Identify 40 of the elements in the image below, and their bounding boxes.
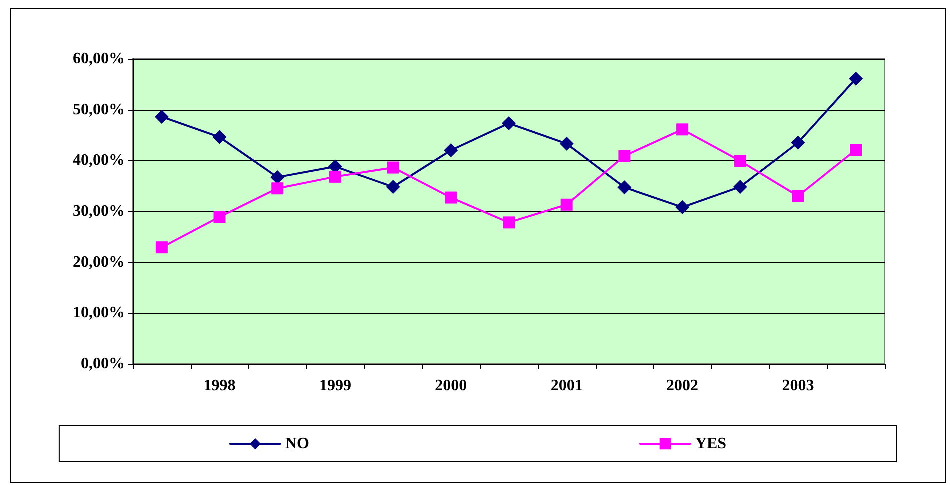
x-tick-label: 2000	[435, 378, 468, 394]
x-tick-label: 2003	[782, 378, 814, 394]
legend-label: YES	[695, 436, 727, 452]
point	[734, 155, 746, 168]
x-tick-label: 1998	[204, 378, 236, 394]
point	[502, 116, 516, 131]
x-tick-label: 2001	[550, 378, 583, 394]
point	[849, 72, 864, 86]
point	[444, 144, 458, 158]
y-tick-label: 0,00%	[81, 356, 125, 372]
point	[733, 180, 748, 194]
point	[387, 162, 400, 174]
point	[560, 198, 573, 211]
y-tick-label: 30,00%	[73, 203, 125, 220]
point	[272, 182, 284, 195]
point	[618, 150, 631, 162]
point	[156, 242, 168, 254]
y-tick-label: 50,00%	[73, 101, 125, 118]
point	[503, 216, 515, 229]
point	[386, 180, 400, 194]
point	[676, 200, 690, 214]
point	[445, 192, 458, 204]
point	[214, 211, 226, 224]
y-tick-label: 60,00%	[73, 50, 125, 68]
point	[212, 130, 227, 144]
y-tick-label: 20,00%	[73, 254, 125, 271]
y-tick-label: 10,00%	[73, 304, 125, 322]
point	[329, 170, 342, 183]
point	[791, 136, 806, 150]
point	[270, 170, 285, 184]
point	[154, 110, 169, 124]
x-tick-label: 1999	[319, 378, 352, 394]
point	[560, 136, 574, 151]
point	[676, 124, 689, 136]
legend-label: NO	[285, 436, 310, 452]
point	[618, 180, 632, 195]
point	[792, 190, 804, 202]
y-tick-label: 40,00%	[73, 152, 125, 170]
point	[850, 144, 862, 156]
x-tick-label: 2002	[666, 378, 699, 394]
